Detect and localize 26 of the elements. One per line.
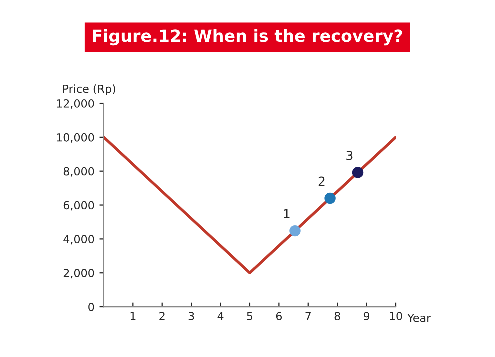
y-tick-label: 4,000: [64, 235, 94, 245]
chart-title: Figure.12: When is the recovery?: [93, 29, 402, 46]
point: [352, 167, 364, 178]
y-axis-title: Price (Rp): [63, 84, 116, 96]
x-tick-label: 9: [364, 312, 370, 320]
x-axis-title: Year: [408, 314, 432, 322]
x-tick-label: 10: [390, 312, 402, 320]
y-tick-label: 0: [88, 302, 94, 312]
x-tick-label: 1: [130, 312, 136, 320]
x-tick-label: 3: [188, 312, 194, 320]
y-tick-label: 8,000: [64, 167, 94, 177]
y-tick-label: 12,000: [57, 100, 94, 110]
annotation: 3: [346, 150, 353, 160]
x-tick-label: 8: [334, 312, 340, 320]
y-tick-label: 10,000: [57, 133, 94, 143]
annotation: 2: [318, 176, 325, 186]
x-tick-label: 5: [247, 312, 253, 320]
x-tick-label: 4: [218, 312, 224, 320]
x-tick-label: 2: [160, 312, 165, 320]
point: [290, 225, 301, 237]
annotation: 1: [284, 209, 290, 219]
x-tick-label: 6: [276, 312, 282, 320]
x-tick-label: 7: [306, 312, 311, 320]
y-tick-label: 2,000: [64, 269, 94, 279]
y-tick-label: 6,000: [64, 201, 94, 211]
point: [324, 192, 336, 204]
